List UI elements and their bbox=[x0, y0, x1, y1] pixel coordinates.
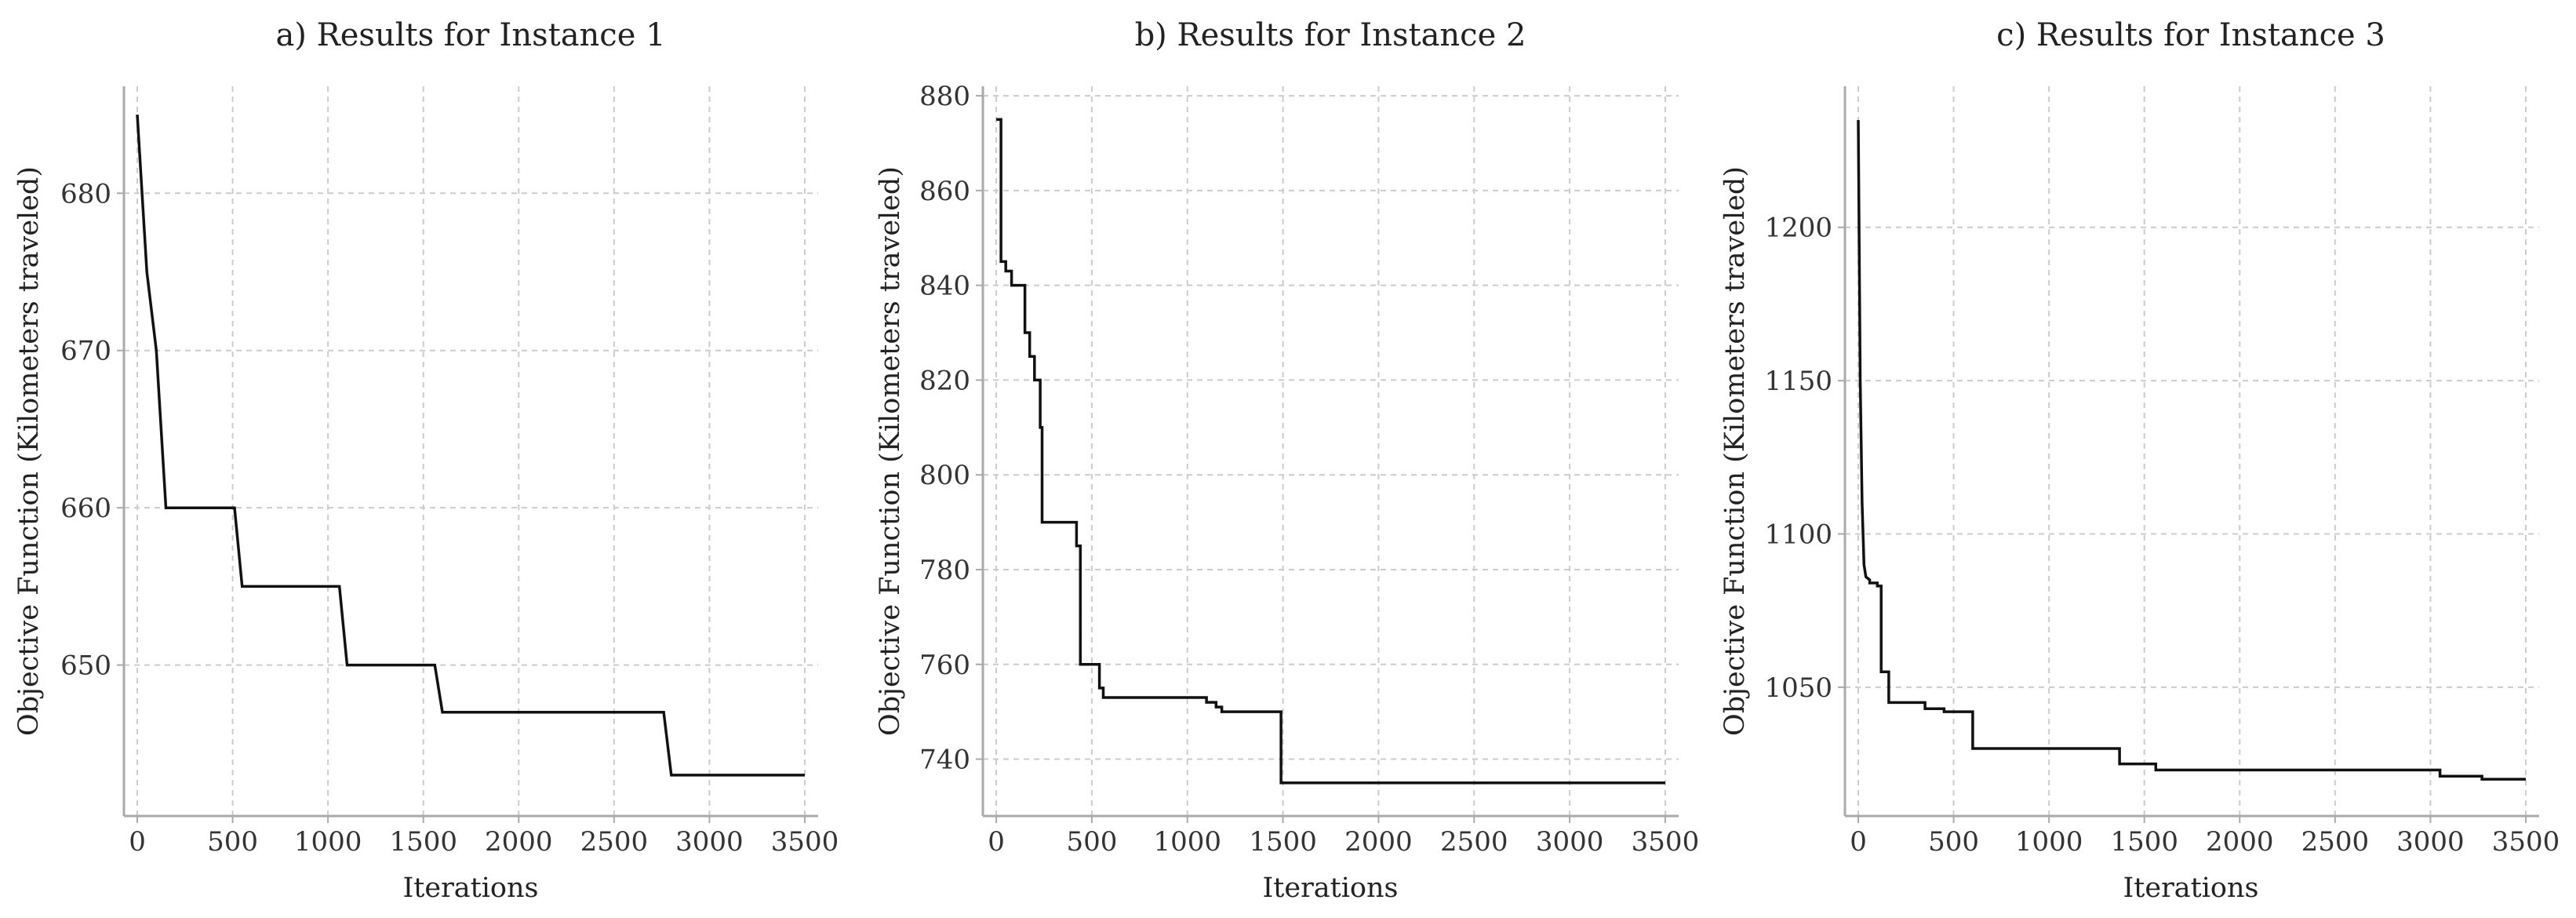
x-tick-label: 2500 bbox=[580, 826, 649, 858]
x-tick-label: 3500 bbox=[771, 826, 839, 858]
x-tick-label: 2000 bbox=[1344, 826, 1413, 858]
y-tick-label: 760 bbox=[919, 650, 970, 681]
plot-area: 0 500 1000 1500 2000 2500 3000 3500 740 760 780 800… bbox=[919, 81, 1699, 858]
plot-area: 0 500 1000 1500 2000 2500 3000 3500 1050 1100 1150… bbox=[1764, 86, 2560, 858]
x-axis-label: Iterations bbox=[1262, 872, 1398, 904]
y-tick-label: 680 bbox=[60, 178, 111, 209]
y-tick-label: 1200 bbox=[1764, 213, 1832, 244]
y-axis-label: Objective Function (Kilometers traveled) bbox=[1719, 166, 1751, 736]
x-tick-label: 3500 bbox=[1632, 826, 1700, 858]
x-tick-label: 500 bbox=[207, 826, 258, 858]
series-line bbox=[136, 114, 805, 777]
x-tick-label: 3000 bbox=[1536, 826, 1604, 858]
x-tick-label: 0 bbox=[129, 826, 146, 858]
chart-title: b) Results for Instance 2 bbox=[1135, 17, 1526, 53]
x-tick-label: 1000 bbox=[2015, 826, 2083, 858]
y-tick-label: 860 bbox=[919, 176, 970, 207]
x-tick-label: 2500 bbox=[2301, 826, 2370, 858]
x-axis-label: Iterations bbox=[402, 872, 538, 904]
series-line bbox=[1857, 119, 2526, 781]
x-tick-label: 3000 bbox=[2396, 826, 2465, 858]
y-tick-label: 780 bbox=[919, 555, 970, 586]
y-axis-label: Objective Function (Kilometers traveled) bbox=[875, 166, 906, 736]
x-tick-label: 1000 bbox=[1153, 826, 1221, 858]
panel-b: b) Results for Instance 2 Objective Func… bbox=[875, 17, 1699, 904]
series-line bbox=[996, 118, 1665, 785]
x-tick-label: 500 bbox=[1928, 826, 1979, 858]
y-tick-label: 800 bbox=[919, 460, 970, 491]
x-tick-label: 500 bbox=[1066, 826, 1117, 858]
panel-a: a) Results for Instance 1 Objective Func… bbox=[13, 17, 839, 904]
x-tick-label: 2500 bbox=[1440, 826, 1508, 858]
y-tick-label: 1050 bbox=[1764, 672, 1832, 704]
x-tick-label: 3000 bbox=[675, 826, 744, 858]
y-tick-label: 650 bbox=[60, 650, 111, 682]
x-axis-label: Iterations bbox=[2123, 872, 2258, 904]
y-tick-label: 740 bbox=[919, 745, 970, 776]
x-tick-label: 1500 bbox=[389, 826, 457, 858]
x-tick-label: 1000 bbox=[294, 826, 362, 858]
y-tick-label: 660 bbox=[60, 493, 111, 524]
panel-c: c) Results for Instance 3 Objective Func… bbox=[1719, 17, 2560, 904]
x-tick-label: 3500 bbox=[2492, 826, 2560, 858]
y-tick-label: 1150 bbox=[1764, 366, 1832, 397]
y-axis-label: Objective Function (Kilometers traveled) bbox=[13, 166, 45, 736]
y-tick-label: 880 bbox=[919, 81, 970, 112]
chart-title: a) Results for Instance 1 bbox=[275, 17, 665, 53]
y-tick-label: 1100 bbox=[1764, 519, 1832, 551]
x-tick-label: 0 bbox=[1850, 826, 1867, 858]
x-tick-label: 2000 bbox=[485, 826, 553, 858]
y-tick-label: 670 bbox=[60, 336, 111, 367]
x-tick-label: 1500 bbox=[2110, 826, 2178, 858]
chart-title: c) Results for Instance 3 bbox=[1996, 17, 2385, 53]
y-tick-label: 820 bbox=[919, 365, 970, 396]
x-tick-label: 1500 bbox=[1249, 826, 1317, 858]
plot-area: 0 500 1000 1500 2000 2500 3000 3500 650 660 670 680 bbox=[60, 86, 839, 858]
x-tick-label: 0 bbox=[988, 826, 1005, 858]
y-tick-label: 840 bbox=[919, 271, 970, 302]
x-tick-label: 2000 bbox=[2206, 826, 2274, 858]
